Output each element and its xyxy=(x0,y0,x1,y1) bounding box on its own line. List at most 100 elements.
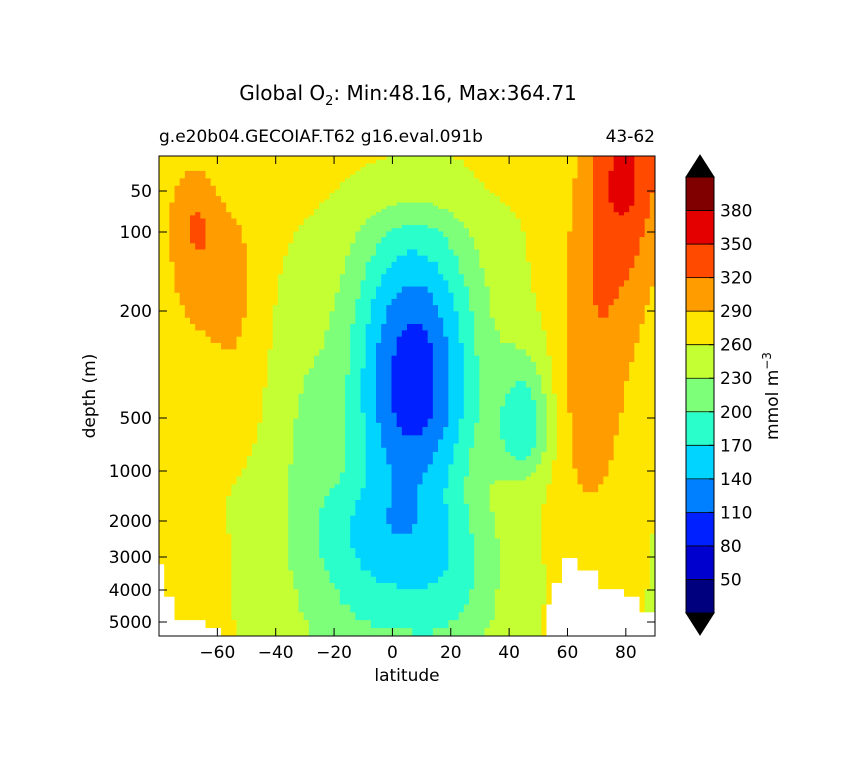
field-cell xyxy=(190,324,196,621)
field-cell xyxy=(546,604,553,636)
field-cell xyxy=(520,231,527,350)
field-cell xyxy=(190,243,196,325)
field-cell xyxy=(587,156,594,493)
field-cell xyxy=(210,185,217,344)
field-cell xyxy=(629,268,635,363)
field-cell xyxy=(531,472,537,636)
field-cell xyxy=(288,570,294,636)
field-cell xyxy=(639,237,646,325)
field-cell xyxy=(463,604,470,636)
field-cell xyxy=(221,202,227,350)
field-cell xyxy=(458,274,465,344)
field-cell xyxy=(298,612,305,636)
field-cell xyxy=(381,628,387,636)
field-cell xyxy=(427,343,434,420)
field-cell xyxy=(215,343,222,629)
field-cell xyxy=(531,400,537,449)
field-cell xyxy=(427,464,434,584)
field-cell xyxy=(412,225,418,251)
field-cell xyxy=(169,156,176,204)
field-cell xyxy=(427,292,434,344)
field-cell xyxy=(432,628,439,636)
field-cell xyxy=(184,317,191,621)
field-cell xyxy=(629,156,635,207)
field-cell xyxy=(190,170,196,216)
field-cell xyxy=(391,205,398,229)
field-cell xyxy=(350,243,356,325)
field-cell xyxy=(391,355,398,414)
field-cell xyxy=(500,156,506,204)
field-cell xyxy=(370,628,377,636)
field-cell xyxy=(593,305,599,493)
field-cell xyxy=(314,156,320,210)
field-cell xyxy=(319,558,325,636)
y-tick-label: 100 xyxy=(120,223,152,243)
field-cell xyxy=(205,336,212,629)
field-cell xyxy=(195,330,201,621)
field-cell xyxy=(520,460,527,482)
field-cell xyxy=(644,612,651,636)
field-cell xyxy=(618,215,625,288)
field-cell xyxy=(541,503,548,565)
field-cell xyxy=(376,628,382,636)
field-cell xyxy=(241,156,248,244)
colorbar-bin xyxy=(686,512,714,547)
field-cell xyxy=(613,435,620,590)
field-cell xyxy=(412,324,418,436)
colorbar-tick-label: 230 xyxy=(720,369,752,389)
field-cell xyxy=(412,156,418,204)
field-cell xyxy=(624,381,630,598)
field-cell xyxy=(386,205,393,233)
field-cell xyxy=(386,524,393,584)
field-cell xyxy=(422,427,429,474)
field-cell xyxy=(458,612,465,636)
field-cell xyxy=(587,492,594,572)
field-cell xyxy=(205,628,212,636)
field-cell xyxy=(329,582,336,636)
field-cell xyxy=(422,472,429,590)
field-cell xyxy=(432,205,439,229)
field-cell xyxy=(407,533,413,590)
title-main: Global O xyxy=(239,81,325,105)
field-cell xyxy=(339,274,346,474)
field-cell xyxy=(179,305,186,621)
contour-field xyxy=(159,156,655,636)
field-cell xyxy=(582,492,589,572)
field-cell xyxy=(422,156,429,204)
field-cell xyxy=(438,231,444,275)
field-cell xyxy=(407,249,413,288)
field-cell xyxy=(562,156,568,559)
field-cell xyxy=(401,628,408,636)
field-cell xyxy=(494,196,501,331)
field-cell xyxy=(298,393,305,613)
field-cell xyxy=(169,596,176,636)
field-cell xyxy=(396,589,403,629)
field-cell xyxy=(593,156,599,306)
field-cell xyxy=(629,205,635,269)
field-cell xyxy=(443,237,449,281)
field-cell xyxy=(231,349,238,485)
field-cell xyxy=(210,156,217,187)
field-cell xyxy=(629,362,635,598)
colorbar-bin xyxy=(686,478,714,513)
field-cell xyxy=(355,156,362,172)
field-cell xyxy=(267,156,274,350)
field-cell xyxy=(314,355,320,636)
field-cell xyxy=(179,178,186,306)
field-cell xyxy=(644,156,651,220)
colorbar-tick-label: 110 xyxy=(720,503,752,523)
field-cell xyxy=(407,225,413,251)
field-cell xyxy=(505,156,511,207)
field-cell xyxy=(365,570,372,621)
field-cell xyxy=(391,298,398,357)
field-cell xyxy=(231,156,238,220)
field-cell xyxy=(489,484,496,513)
field-cell xyxy=(453,443,460,621)
field-cell xyxy=(443,570,449,629)
x-tick-label: −60 xyxy=(199,643,235,663)
field-cell xyxy=(603,589,610,636)
field-cell xyxy=(262,156,269,388)
field-cell xyxy=(215,628,222,636)
field-cell xyxy=(463,167,470,229)
field-cell xyxy=(308,368,315,636)
